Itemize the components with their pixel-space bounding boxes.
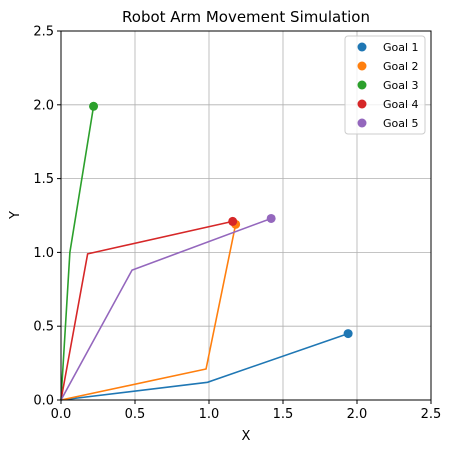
y-tick-label: 0.0 xyxy=(33,394,54,409)
legend-marker xyxy=(357,61,367,71)
legend: Goal 1 Goal 2 Goal 3 Goal 4 Goal 5 xyxy=(344,35,426,135)
plot-frame xyxy=(60,30,432,401)
x-tick-label: 0.0 xyxy=(51,407,72,422)
arm-segment-line xyxy=(60,106,95,401)
x-axis-title: X xyxy=(242,429,251,444)
goal-point xyxy=(343,329,353,339)
series-layer xyxy=(60,101,353,401)
x-tick-label: 0.5 xyxy=(125,407,146,422)
y-tick-label: 0.5 xyxy=(33,320,54,335)
legend-marker xyxy=(357,99,367,109)
legend-label: Goal 3 xyxy=(383,79,419,92)
legend-marker xyxy=(357,118,367,128)
y-tick-label: 2.0 xyxy=(33,98,54,113)
goal-point xyxy=(228,216,238,226)
y-tick-label: 2.5 xyxy=(33,25,54,40)
y-axis: 0.0 0.5 1.0 1.5 2.0 2.5 xyxy=(33,25,61,409)
legend-label: Goal 5 xyxy=(383,117,419,130)
x-tick-label: 2.0 xyxy=(347,407,368,422)
goal-point xyxy=(266,213,276,223)
x-axis: 0.0 0.5 1.0 1.5 2.0 2.5 xyxy=(51,400,442,422)
legend-label: Goal 1 xyxy=(383,41,419,54)
arm-segment-line xyxy=(60,217,272,401)
chart-title: Robot Arm Movement Simulation xyxy=(122,8,370,26)
y-axis-title: Y xyxy=(8,211,23,220)
y-tick-label: 1.5 xyxy=(33,172,54,187)
legend-box xyxy=(344,35,426,135)
legend-label: Goal 2 xyxy=(383,60,419,73)
x-tick-label: 1.5 xyxy=(273,407,294,422)
legend-marker xyxy=(357,80,367,90)
y-tick-label: 1.0 xyxy=(33,246,54,261)
arm-segment-line xyxy=(60,224,237,401)
goal-point xyxy=(89,101,99,111)
arm-segment-line xyxy=(60,220,233,401)
x-tick-label: 2.5 xyxy=(421,407,442,422)
x-tick-label: 1.0 xyxy=(199,407,220,422)
legend-label: Goal 4 xyxy=(383,98,419,111)
arm-segment-line xyxy=(60,332,349,401)
legend-marker xyxy=(357,42,367,52)
